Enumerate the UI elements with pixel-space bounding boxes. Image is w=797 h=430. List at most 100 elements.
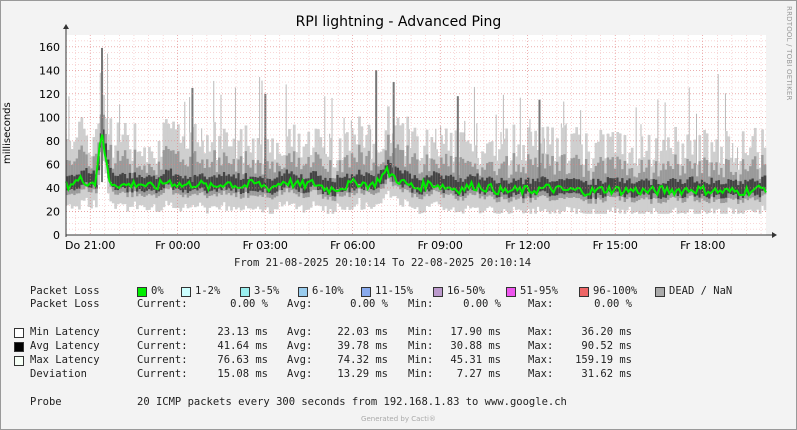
spike xyxy=(201,128,203,141)
stat-row-max: 31.62 ms xyxy=(581,368,632,380)
smoke-band-core xyxy=(256,177,260,192)
smoke-band-core xyxy=(97,156,101,171)
smoke-band-core xyxy=(628,178,632,193)
smoke-band-core xyxy=(686,179,690,194)
smoke-band-core xyxy=(683,183,687,198)
smoke-band-core xyxy=(172,175,175,190)
smoke-band-mid xyxy=(292,151,296,194)
smoke-band-mid xyxy=(244,151,248,192)
stat-row-max: 36.20 ms xyxy=(581,326,632,338)
smoke-band-core xyxy=(387,159,390,174)
smoke-band-core xyxy=(123,174,127,189)
smoke-band-core xyxy=(365,172,369,187)
loss-swatch xyxy=(579,287,589,297)
stat-row-current: 23.13 ms xyxy=(217,326,268,338)
smoke-band-mid xyxy=(662,163,665,203)
smoke-band-core xyxy=(536,178,540,193)
spike xyxy=(502,94,504,139)
smoke-band-mid xyxy=(449,155,453,194)
loss-item-label: 3-5% xyxy=(254,285,280,297)
min-header: Min: xyxy=(408,354,434,366)
smoke-band-core xyxy=(580,180,583,195)
smoke-band-core xyxy=(546,178,550,194)
smoke-band-mid xyxy=(698,161,702,203)
smoke-band-core xyxy=(691,176,694,191)
smoke-band-core xyxy=(440,175,443,190)
smoke-band-core xyxy=(476,173,480,188)
y-tick-label: 160 xyxy=(39,41,60,54)
smoke-band-core xyxy=(551,181,554,196)
stat-row-current: 41.64 ms xyxy=(217,340,268,352)
smoke-band-core xyxy=(572,178,576,193)
smoke-band-core xyxy=(734,179,738,194)
x-tick-label: Fr 15:00 xyxy=(593,239,638,252)
smoke-band-mid xyxy=(360,152,364,194)
smoke-band-core xyxy=(346,173,349,188)
max-latency-peak xyxy=(191,87,194,183)
smoke-band-core xyxy=(565,178,569,193)
loss-item-label: 1-2% xyxy=(195,285,221,297)
smoke-band-core xyxy=(584,180,588,196)
smoke-band-core xyxy=(500,177,504,192)
smoke-band-core xyxy=(466,176,470,191)
avg-header: Avg: xyxy=(287,340,313,352)
spike xyxy=(370,129,372,160)
smoke-band-core xyxy=(749,179,752,194)
smoke-band-core xyxy=(213,175,216,190)
smoke-band-mid xyxy=(674,154,677,198)
spike xyxy=(259,76,261,145)
x-tick-label: Fr 06:00 xyxy=(330,239,375,252)
smoke-band-core xyxy=(413,175,417,190)
smoke-band-core xyxy=(654,179,658,194)
loss-stats-max: 0.00 % xyxy=(594,298,632,310)
smoke-band-core xyxy=(486,177,489,192)
stat-row-current: 15.08 ms xyxy=(217,368,268,380)
smoke-band-core xyxy=(266,178,270,193)
max-latency-peak xyxy=(538,99,541,183)
smoke-band-core xyxy=(495,183,499,198)
smoke-band-core xyxy=(218,174,221,189)
smoke-band-core xyxy=(452,176,455,191)
smoke-band-core xyxy=(416,178,419,193)
smoke-band-mid xyxy=(174,153,178,194)
spike xyxy=(724,93,726,131)
smoke-band-core xyxy=(338,177,342,192)
smoke-band-core xyxy=(469,174,472,189)
smoke-band-core xyxy=(358,169,361,184)
max-latency-peak xyxy=(456,96,459,183)
smoke-band-core xyxy=(220,176,224,191)
smoke-band-core xyxy=(674,178,677,194)
spike xyxy=(408,129,410,148)
smoke-band-mid xyxy=(317,154,320,195)
smoke-band-mid xyxy=(416,159,419,198)
smoke-band-core xyxy=(556,181,559,196)
smoke-band-core xyxy=(739,181,743,196)
smoke-band-core xyxy=(698,183,702,198)
smoke-band-core xyxy=(517,179,521,194)
smoke-band-core xyxy=(454,180,458,195)
min-header: Min: xyxy=(408,368,434,380)
smoke-band-core xyxy=(483,180,487,195)
smoke-band-mid xyxy=(541,153,545,196)
smoke-band-mid xyxy=(556,161,559,200)
smoke-band-core xyxy=(341,177,344,192)
smoke-band-core xyxy=(232,174,236,189)
y-tick-label: 80 xyxy=(46,135,60,148)
loss-label: Packet Loss xyxy=(30,285,100,297)
smoke-band-core xyxy=(582,182,586,197)
y-tick-label: 40 xyxy=(46,182,60,195)
spike xyxy=(565,123,567,164)
spike xyxy=(737,147,739,170)
smoke-band-mid xyxy=(575,154,579,199)
smoke-band-mid xyxy=(288,153,291,193)
smoke-band-core xyxy=(667,181,670,196)
spike xyxy=(688,87,690,141)
y-tick-label: 20 xyxy=(46,205,60,218)
spike xyxy=(184,101,186,149)
spike xyxy=(119,104,121,143)
current-header: Current: xyxy=(137,368,188,380)
smoke-band-core xyxy=(92,170,96,185)
smoke-band-core xyxy=(116,175,120,191)
smoke-band-core xyxy=(278,171,282,186)
smoke-band-core xyxy=(710,177,714,192)
